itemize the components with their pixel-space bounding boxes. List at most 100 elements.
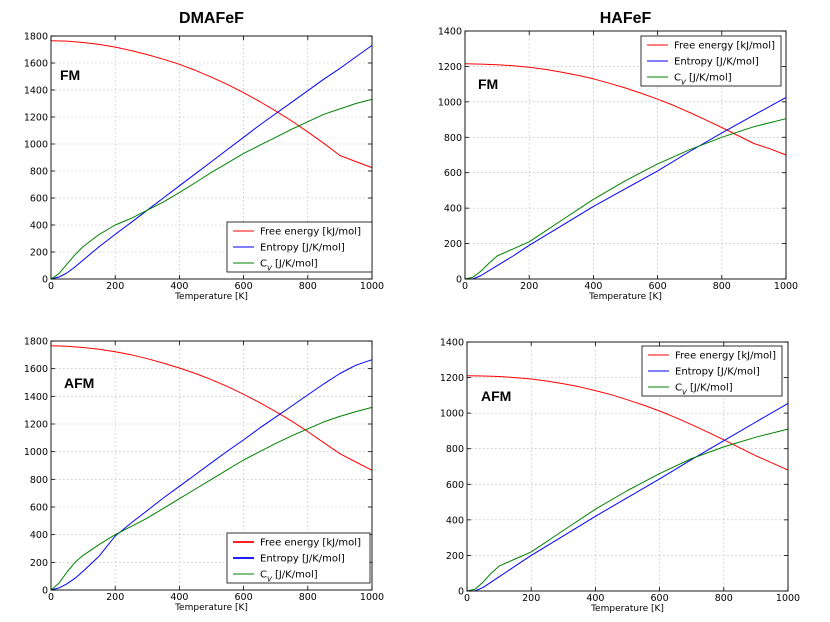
y-tick-label: 800: [30, 167, 48, 178]
chart-title: HAFeF: [600, 10, 652, 27]
y-tick-label: 600: [446, 480, 464, 491]
x-tick-label: 200: [520, 281, 538, 292]
chart-dmafef-fm: DMAFeF 0 200 400 600 800 1000 0 200 400 600 800 1000…: [24, 10, 384, 302]
y-tick-label: 1000: [438, 97, 462, 108]
series-line-entropy: [50, 359, 373, 591]
legend-label: Free energy [kJ/mol]: [260, 227, 361, 238]
plot-frame: [464, 30, 787, 280]
series-line-free-energy: [50, 345, 373, 471]
x-axis-label: Temperature [K]: [174, 292, 248, 302]
y-tick-label: 600: [30, 194, 48, 205]
x-tick-label: 1000: [774, 281, 798, 292]
legend: Free energy [kJ/mol] Entropy [J/K/mol] CV …: [226, 221, 373, 273]
legend-label: CV [J/K/mol]: [260, 570, 318, 584]
x-axis-label: Temperature [K]: [174, 603, 248, 613]
y-tick-label: 1600: [24, 59, 48, 70]
chart-title: DMAFeF: [179, 10, 244, 27]
y-tick-label: 400: [30, 221, 48, 232]
series-line-cv: [50, 406, 373, 591]
y-tick-label: 1400: [438, 27, 462, 38]
x-tick-label: 0: [462, 281, 468, 292]
y-tick-label: 1000: [24, 140, 48, 151]
x-tick-label: 800: [715, 593, 733, 604]
y-tick-label: 0: [42, 586, 48, 597]
legend: Free energy [kJ/mol] Entropy [J/K/mol] CV …: [226, 532, 371, 584]
phase-annotation: AFM: [64, 375, 94, 391]
x-tick-label: 400: [170, 281, 188, 292]
phase-annotation: FM: [60, 67, 80, 83]
y-tick-label: 1200: [24, 420, 48, 431]
x-tick-label: 400: [170, 592, 188, 603]
plot-frame: [466, 341, 789, 592]
legend-label: CV [J/K/mol]: [675, 383, 733, 397]
x-tick-label: 1000: [360, 281, 384, 292]
legend: Free energy [kJ/mol] Entropy [J/K/mol] CV …: [641, 345, 783, 397]
legend-label: Free energy [kJ/mol]: [675, 351, 776, 362]
x-tick-label: 800: [713, 281, 731, 292]
legend-label: Entropy [J/K/mol]: [675, 367, 760, 378]
x-tick-label: 600: [649, 281, 667, 292]
legend-label: CV [J/K/mol]: [674, 73, 732, 87]
phase-annotation: AFM: [481, 388, 511, 404]
y-tick-label: 200: [444, 239, 462, 250]
y-tick-label: 1000: [24, 447, 48, 458]
legend-label: Entropy [J/K/mol]: [260, 554, 345, 565]
series-line-cv: [464, 118, 787, 280]
y-tick-label: 0: [458, 587, 464, 598]
y-tick-label: 400: [30, 530, 48, 541]
phase-annotation: FM: [478, 76, 498, 92]
x-tick-label: 600: [235, 592, 253, 603]
x-tick-label: 200: [106, 281, 124, 292]
y-tick-label: 200: [30, 248, 48, 259]
x-tick-label: 1000: [776, 593, 800, 604]
y-tick-label: 1000: [440, 409, 464, 420]
y-tick-label: 1200: [24, 113, 48, 124]
y-tick-label: 600: [30, 503, 48, 514]
series-line-free-energy: [466, 375, 789, 471]
y-tick-label: 1800: [24, 32, 48, 43]
x-tick-label: 600: [235, 281, 253, 292]
y-tick-label: 1800: [24, 337, 48, 348]
series-line-cv: [50, 98, 373, 280]
legend-label: Entropy [J/K/mol]: [260, 243, 345, 254]
x-tick-label: 800: [299, 592, 317, 603]
legend-box: [641, 345, 783, 397]
plot-frame: [50, 340, 373, 591]
legend: Free energy [kJ/mol] Entropy [J/K/mol] CV …: [640, 35, 782, 87]
chart-hafef-afm: 0 200 400 600 800 1000 0 200 400 600 800 1000 1200 14…: [440, 338, 800, 615]
legend-label: Entropy [J/K/mol]: [674, 57, 759, 68]
y-tick-label: 200: [446, 551, 464, 562]
chart-hafef-fm: HAFeF 0 200 400 600 800 1000 0 200 400 600 800 1000 1…: [438, 10, 798, 302]
y-tick-label: 800: [444, 133, 462, 144]
y-tick-label: 0: [42, 275, 48, 286]
y-tick-label: 400: [444, 204, 462, 215]
y-tick-label: 800: [30, 475, 48, 486]
y-tick-label: 600: [444, 168, 462, 179]
x-tick-label: 1000: [360, 592, 384, 603]
series-line-free-energy: [50, 40, 373, 169]
x-tick-label: 400: [584, 281, 602, 292]
plot-frame: [50, 35, 373, 280]
x-tick-label: 200: [106, 592, 124, 603]
legend-label: Free energy [kJ/mol]: [674, 41, 775, 52]
chart-dmafef-afm: 0 200 400 600 800 1000 0 200 400 600 800 1000 1200 14…: [24, 337, 384, 614]
series-line-cv: [466, 428, 789, 592]
legend-label: CV [J/K/mol]: [260, 259, 318, 273]
y-tick-label: 1400: [24, 392, 48, 403]
series-line-free-energy: [464, 63, 787, 156]
y-tick-label: 800: [446, 444, 464, 455]
series-line-entropy: [465, 96, 787, 280]
y-tick-label: 1400: [24, 86, 48, 97]
x-axis-label: Temperature [K]: [588, 292, 662, 302]
y-tick-label: 1600: [24, 364, 48, 375]
legend-label: Free energy [kJ/mol]: [260, 538, 361, 549]
x-tick-label: 0: [464, 593, 470, 604]
series-line-entropy: [467, 402, 789, 592]
x-tick-label: 400: [586, 593, 604, 604]
y-tick-label: 1200: [438, 62, 462, 73]
y-tick-label: 1200: [440, 373, 464, 384]
x-axis-label: Temperature [K]: [590, 604, 664, 614]
y-tick-label: 200: [30, 558, 48, 569]
series-line-entropy: [50, 44, 373, 280]
